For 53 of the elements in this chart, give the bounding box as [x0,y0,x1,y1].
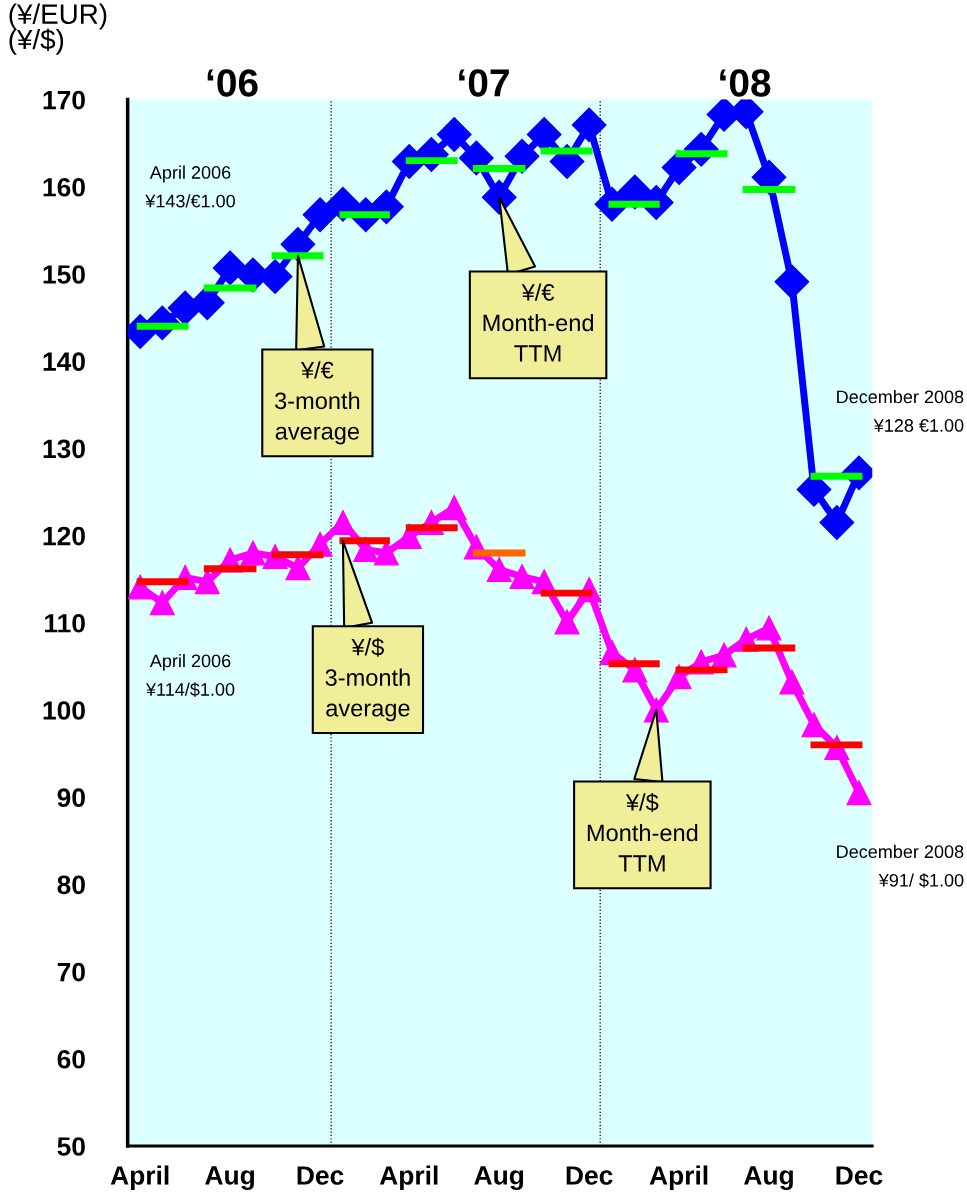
annotation: ¥/$ Month-end TTM [587,792,698,872]
annotation: April 2006 ¥143/€1.00 [145,165,235,208]
text: ‘06 [207,69,258,97]
annotation: ¥/€ 3-month average [274,361,360,445]
point [285,555,311,581]
point [661,150,697,186]
y-tick-label: 140 [43,352,85,372]
x-tick-label: Dec [836,1166,883,1185]
point [302,197,338,233]
x-tick-label: Aug [474,1166,524,1191]
y-tick-label: 100 [43,701,85,720]
point [756,615,782,641]
y-tick-label: 80 [57,875,85,895]
point [194,569,220,595]
y-tick-label: 170 [43,90,85,110]
point [846,780,872,806]
x-tick-label: Dec [566,1166,613,1185]
x-tick-label: April [379,1165,438,1191]
point [571,107,607,143]
annotation: ¥/$ 3-month average [325,637,410,722]
point [240,540,266,566]
point [441,495,467,521]
y-tick-label: 70 [57,962,85,982]
point [779,669,805,695]
point [711,642,737,668]
point [774,264,810,300]
y-tick-label: 90 [57,788,85,808]
point [819,505,855,540]
y-axis-title: (¥/EUR) (¥/$) [9,3,107,55]
y-tick-label: 160 [43,177,85,197]
x-tick-label: Dec [297,1166,344,1185]
point [212,250,248,286]
annotation: December 2008 ¥91/ $1.00 [837,844,964,888]
point [436,117,472,152]
annotation: December 2008 ¥128 €1.00 [837,390,964,432]
y-tick-label: 110 [45,613,85,633]
y-tick-label: 50 [57,1137,85,1156]
text: ‘08 [720,69,771,97]
point [509,564,535,590]
x-tick-label: Aug [744,1166,793,1191]
y-tick-label: 150 [43,265,85,284]
x-tick-label: April [110,1165,169,1191]
x-tick-label: Aug [205,1166,254,1191]
x-tick-label: April [649,1165,708,1191]
point [486,557,512,583]
y-tick-label: 120 [43,526,85,546]
text: ‘07 [459,69,509,97]
point [149,590,175,616]
point [554,609,580,635]
y-tick-label: 60 [57,1049,85,1069]
annotation: April 2006 ¥114/$1.00 [145,654,235,697]
annotation: ¥/€ Month-end TTM [483,283,594,362]
y-tick-label: 130 [43,439,85,459]
